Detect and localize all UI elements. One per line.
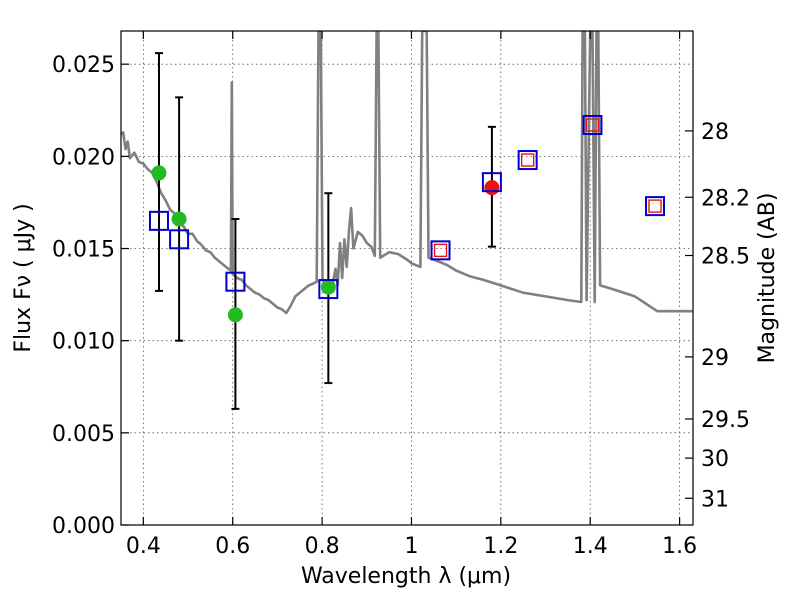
x-tick-label: 0.4 [126,534,161,559]
x-tick-label: 0.8 [305,534,340,559]
right-tick-label: 31 [701,487,729,512]
plot-frame [120,30,694,526]
right-tick-label: 29 [701,346,729,371]
right-y-axis-label: Magnitude (AB) [755,193,780,364]
limit-point [648,199,662,213]
y-axis-label: Flux Fν ( μJy ) [11,203,36,352]
grid [121,31,693,525]
x-tick-label: 0.6 [215,534,250,559]
y-tick-label: 0.005 [52,422,115,447]
axis-ticks: 0.4 0.6 0.8 1 1.2 1.4 1.6 0.000 0.005 0.010 0.015 0… [52,31,750,559]
x-tick-label: 1.6 [662,534,697,559]
limit-point [433,243,448,258]
data-markers [148,115,666,323]
y-tick-label: 0.025 [52,53,115,78]
x-tick-label: 1.2 [483,534,518,559]
model-point [430,240,451,261]
model-point [582,115,603,136]
y-tick-label: 0.020 [52,145,115,170]
data-point [151,165,167,181]
limit-point [520,153,535,167]
data-point [171,211,187,227]
error-bars [154,52,496,410]
model-point [169,229,190,250]
y-tick-label: 0.010 [52,330,115,355]
model-point [645,196,666,217]
right-tick-label: 28.2 [701,186,750,211]
limit-point [585,118,600,132]
y-tick-label: 0.000 [52,514,115,539]
model-point [225,271,246,292]
x-tick-label: 1 [404,534,418,559]
y-tick-label: 0.015 [52,238,115,263]
right-tick-label: 28.5 [701,245,750,270]
sed-model-line [121,31,693,315]
x-axis-label: Wavelength λ (μm) [301,564,511,589]
data-point [484,180,500,196]
right-tick-label: 29.5 [701,408,750,433]
data-point [227,307,243,323]
model-point [517,150,538,171]
model-point [318,279,339,300]
model-point [481,172,502,193]
right-tick-label: 30 [701,447,729,472]
data-point [320,279,336,295]
sed-model-path [121,31,693,315]
model-point [148,210,169,231]
right-tick-label: 28 [701,120,729,145]
x-tick-label: 1.4 [573,534,608,559]
